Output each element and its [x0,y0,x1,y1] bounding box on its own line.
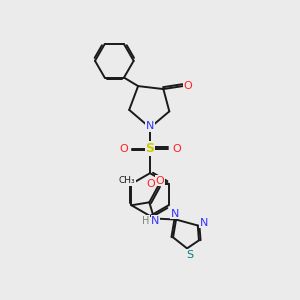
Text: O: O [119,143,128,154]
Text: O: O [155,176,164,186]
Text: N: N [200,218,208,227]
Text: O: O [146,179,155,189]
Text: O: O [184,81,192,91]
Text: S: S [146,142,154,155]
Text: CH₃: CH₃ [118,176,135,185]
Text: N: N [146,121,154,131]
Text: H: H [142,216,149,226]
Text: S: S [186,250,193,260]
Text: N: N [170,208,179,219]
Text: N: N [151,216,159,226]
Text: O: O [172,143,181,154]
